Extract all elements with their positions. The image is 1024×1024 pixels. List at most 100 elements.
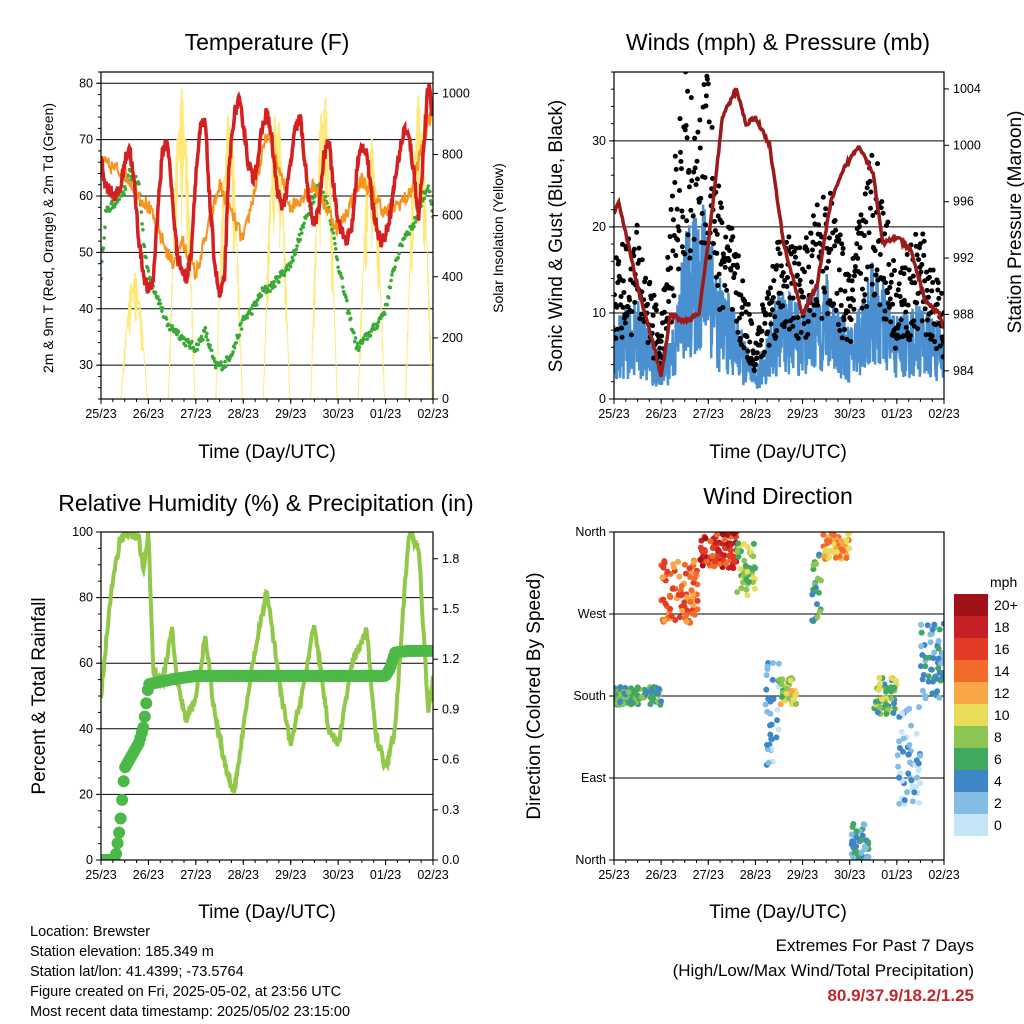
gust-point [924, 287, 930, 293]
dewpoint-point [239, 327, 244, 331]
dewpoint-point [386, 295, 391, 300]
legend-swatch [954, 704, 988, 726]
gust-point [784, 274, 790, 280]
direction-point [930, 655, 937, 662]
direction-point [625, 689, 632, 696]
gust-point [915, 326, 921, 332]
gust-point [725, 244, 731, 250]
dewpoint-point [429, 202, 433, 206]
legend-swatch [954, 682, 988, 704]
gust-point [793, 254, 798, 260]
recent-text: Most recent data timestamp: 2025/05/02 2… [30, 1004, 351, 1020]
direction-point [787, 677, 794, 684]
dewpoint-point [254, 303, 259, 307]
gust-point [686, 184, 692, 190]
gust-point [751, 368, 757, 374]
dewpoint-point [393, 265, 397, 269]
gust-point [827, 190, 833, 196]
direction-point [935, 637, 942, 644]
gust-point [796, 282, 802, 288]
gust-point [691, 236, 697, 242]
direction-point [843, 555, 850, 562]
y-tick-label: West [578, 607, 607, 621]
gust-point [798, 329, 804, 335]
direction-point [919, 687, 926, 694]
x-tick-label: 25/23 [598, 407, 629, 421]
gust-point [863, 276, 869, 282]
gust-point [692, 165, 698, 171]
direction-point [917, 663, 924, 670]
direction-point [894, 752, 901, 759]
gust-point [908, 333, 914, 339]
precip-point [116, 793, 129, 806]
x-tick-label: 25/23 [598, 868, 629, 882]
gust-point [718, 200, 724, 206]
direction-point [683, 618, 690, 625]
gust-point [777, 251, 783, 257]
dewpoint-point [299, 231, 304, 235]
direction-point [731, 558, 738, 565]
gust-point [886, 304, 892, 310]
gust-point [906, 267, 912, 273]
dewpoint-point [375, 324, 380, 328]
gust-point [911, 318, 917, 324]
gust-point [677, 188, 683, 194]
gust-point [773, 334, 779, 340]
gust-point [842, 288, 848, 294]
gust-point [757, 342, 763, 348]
direction-point [659, 574, 666, 581]
gust-point [694, 176, 700, 182]
gust-point [924, 269, 930, 275]
direction-point [649, 696, 656, 703]
gust-point [678, 166, 684, 172]
gust-point [729, 225, 735, 231]
gust-point [746, 311, 752, 317]
dewpoint-point [245, 315, 250, 320]
dewpoint-point [156, 295, 160, 299]
gust-point [722, 264, 728, 270]
extremes-box: Extremes For Past 7 Days (High/Low/Max W… [673, 933, 974, 1008]
y2-tick-label: 0.3 [442, 803, 459, 817]
gust-point [760, 302, 765, 308]
direction-point [709, 552, 716, 559]
direction-point [764, 741, 771, 748]
gust-point [648, 296, 654, 302]
direction-point [697, 544, 704, 551]
direction-point [679, 607, 686, 614]
gust-point [864, 303, 870, 309]
gust-point [679, 208, 685, 214]
x-tick-label: 25/23 [85, 407, 116, 421]
precip-point [117, 775, 130, 788]
y2-tick-label: 200 [442, 331, 463, 345]
direction-point [865, 839, 872, 846]
gust-point [735, 329, 741, 335]
gust-point [866, 230, 872, 236]
direction-point [846, 545, 853, 552]
direction-point [931, 649, 938, 656]
gust-point [804, 248, 810, 254]
gust-point [878, 205, 884, 211]
direction-point [850, 854, 857, 860]
gust-point [913, 231, 919, 237]
gust-point [930, 267, 936, 273]
gust-point [895, 287, 901, 293]
y2-tick-label: 1004 [953, 82, 981, 96]
legend-label: 8 [994, 729, 1002, 745]
direction-point [876, 674, 883, 681]
y-tick-label: 40 [79, 302, 93, 316]
direction-point [735, 540, 742, 547]
dewpoint-point [219, 360, 223, 364]
gust-point [857, 245, 863, 251]
direction-point [898, 728, 905, 735]
dewpoint-point [259, 293, 264, 298]
x-tick-label: 02/23 [928, 868, 959, 882]
dewpoint-point [272, 279, 276, 284]
x-tick-label: 27/23 [693, 407, 724, 421]
precip-point [114, 812, 127, 825]
gust-point [921, 238, 927, 244]
gust-point [735, 253, 741, 259]
gust-point [864, 185, 870, 191]
direction-point [814, 614, 821, 621]
gust-point [810, 213, 816, 219]
direction-point [703, 558, 710, 565]
